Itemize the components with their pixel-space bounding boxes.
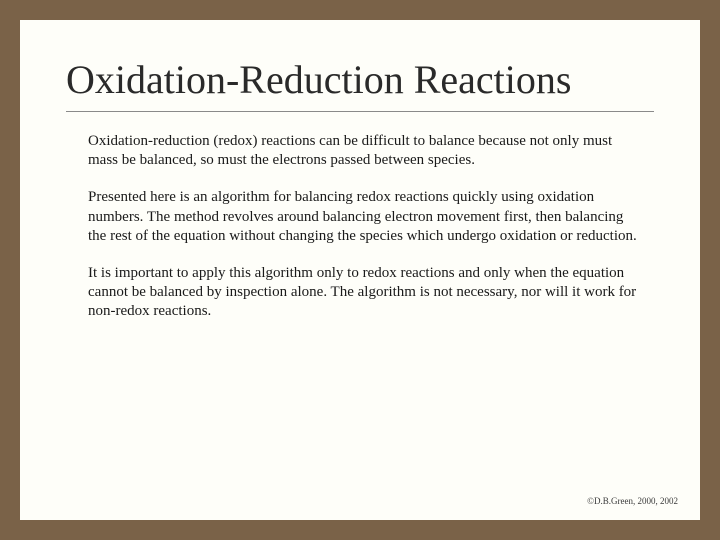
paragraph: Oxidation-reduction (redox) reactions ca…: [88, 132, 642, 170]
slide-container: Oxidation-Reduction Reactions Oxidation-…: [20, 20, 700, 520]
paragraph: Presented here is an algorithm for balan…: [88, 188, 642, 246]
copyright-text: ©D.B.Green, 2000, 2002: [587, 496, 678, 506]
paragraph: It is important to apply this algorithm …: [88, 264, 642, 322]
title-divider: [66, 111, 654, 112]
slide-body: Oxidation-reduction (redox) reactions ca…: [66, 132, 654, 340]
slide-title: Oxidation-Reduction Reactions: [66, 56, 654, 103]
